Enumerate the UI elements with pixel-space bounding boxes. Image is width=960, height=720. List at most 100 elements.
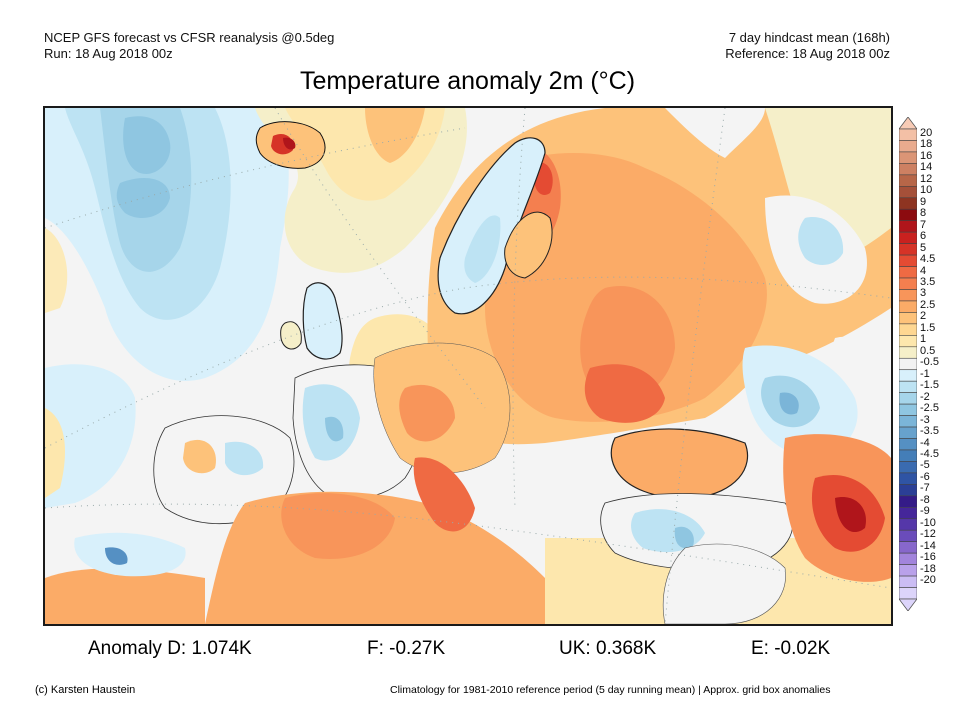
colorbar-swatch [899,277,917,290]
map-title: Temperature anomaly 2m (°C) [299,67,636,95]
colorbar-tick-label: -3.5 [920,425,939,438]
colorbar-tick-label: 3.5 [920,276,936,289]
colorbar-swatch [899,151,917,164]
colorbar-tick-label: -4.5 [920,447,939,460]
colorbar-swatch [899,529,917,542]
header-right: 7 day hindcast mean (168h) Reference: 18… [725,30,890,62]
colorbar-swatch [899,426,917,439]
colorbar-tick-label: -5 [920,459,930,472]
header-left: NCEP GFS forecast vs CFSR reanalysis @0.… [44,30,334,62]
colorbar-tick-label: -0.5 [920,356,939,369]
colorbar-tick-label: -9 [920,505,930,518]
colorbar-swatch [899,472,917,485]
colorbar-tick-label: 18 [920,138,933,151]
iran-warm-anomaly [783,434,891,582]
colorbar-tick-label: -16 [920,551,936,564]
colorbar-tick-label: -14 [920,539,936,552]
map-canvas [45,108,891,624]
colorbar-swatch [899,163,917,176]
colorbar-tick-label: 20 [920,127,933,139]
colorbar-swatch [899,552,917,565]
colorbar-tick-label: 1 [920,333,927,346]
colorbar-swatch [899,243,917,256]
colorbar-tick-label: 6 [920,230,927,243]
colorbar-tick-label: -4 [920,436,930,449]
colorbar-tick-label: -3 [920,413,930,426]
colorbar-swatch [899,289,917,302]
colorbar-tick-label: 1.5 [920,321,936,334]
colorbar-swatch [899,506,917,520]
colorbar-tick-label: -8 [920,493,930,506]
colorbar-swatch [899,208,917,222]
colorbar-tick-label: 5 [920,241,927,254]
colorbar-tick-label: -12 [920,528,936,541]
colorbar-swatch [899,335,917,348]
colorbar-tick-label: -1 [920,367,930,380]
colorbar-tick-label: 4 [920,264,927,277]
graticule [45,108,891,624]
colorbar-swatch [899,587,917,600]
colorbar-swatch [899,312,917,325]
colorbar-swatch [899,518,917,531]
colorbar-swatch [899,254,917,267]
anomaly-germany: Anomaly D: 1.074K [88,638,252,659]
climatology-note: Climatology for 1981-2010 reference peri… [390,684,831,696]
colorbar-tick-label: -18 [920,562,936,575]
central-europe-warm-anomaly [373,342,511,474]
colorbar-swatch [899,323,917,336]
colorbar-over-triangle [899,117,917,130]
colorbar-swatch [899,438,917,451]
colorbar-tick-label: 10 [920,184,933,197]
colorbar-tick-label: 2 [920,310,927,323]
british-isles [280,282,343,360]
colorbar-swatch [899,403,917,416]
colorbar-swatch [899,461,917,474]
colorbar-tick-label: 0.5 [920,344,936,357]
colorbar-swatch [899,140,917,153]
colorbar-tick-label: -20 [920,574,936,587]
colorbar-tick-label: 4.5 [920,253,936,266]
colorbar-swatch [899,174,917,187]
anomaly-map [43,106,893,626]
colorbar-swatch [899,346,917,359]
greenland-sea-cold-anomaly [45,108,289,508]
colorbar-tick-label: 3 [920,287,927,300]
colorbar-tick-label: -6 [920,470,930,483]
anomaly-uk: UK: 0.368K [559,638,657,659]
colorbar-swatch [899,197,917,210]
colorbar-tick-label: 16 [920,149,933,162]
colorbar-tick-label: -7 [920,482,930,495]
middle-east [662,543,786,624]
colorbar-swatch [899,541,917,554]
hindcast-description: 7 day hindcast mean (168h) [728,30,890,45]
colorbar-swatch [899,369,917,382]
colorbar-swatch [899,392,917,405]
colorbar-under-triangle [899,598,917,611]
anomaly-spain: E: -0.02K [751,638,831,659]
colorbar-swatch [899,220,917,233]
reference-time: Reference: 18 Aug 2018 00z [725,46,890,61]
anomaly-france: F: -0.27K [367,638,446,659]
colorbar-swatch [899,357,917,371]
colorbar-swatch [899,484,917,497]
colorbar-swatch [899,575,917,588]
colorbar-swatch [899,186,917,199]
colorbar-tick-label: 9 [920,195,927,208]
colorbar-swatch [899,231,917,244]
copyright: (c) Karsten Haustein [35,684,136,696]
colorbar-swatch [899,128,917,141]
colorbar-swatch [899,495,917,508]
scandinavia [437,137,553,315]
colorbar-swatch [899,415,917,428]
run-time: Run: 18 Aug 2018 00z [44,46,173,61]
colorbar-tick-label: -2.5 [920,402,939,415]
caucasus-cold-anomaly [742,336,880,458]
eastern-europe-warm-anomaly [427,108,891,445]
colorbar-swatch [899,300,917,313]
colorbar-tick-label: 14 [920,161,933,174]
colorbar-swatch [899,266,917,279]
colorbar-tick-label: 8 [920,207,927,220]
colorbar-tick-label: 7 [920,218,927,231]
model-description: NCEP GFS forecast vs CFSR reanalysis @0.… [44,30,335,45]
colorbar-swatch [899,380,917,393]
